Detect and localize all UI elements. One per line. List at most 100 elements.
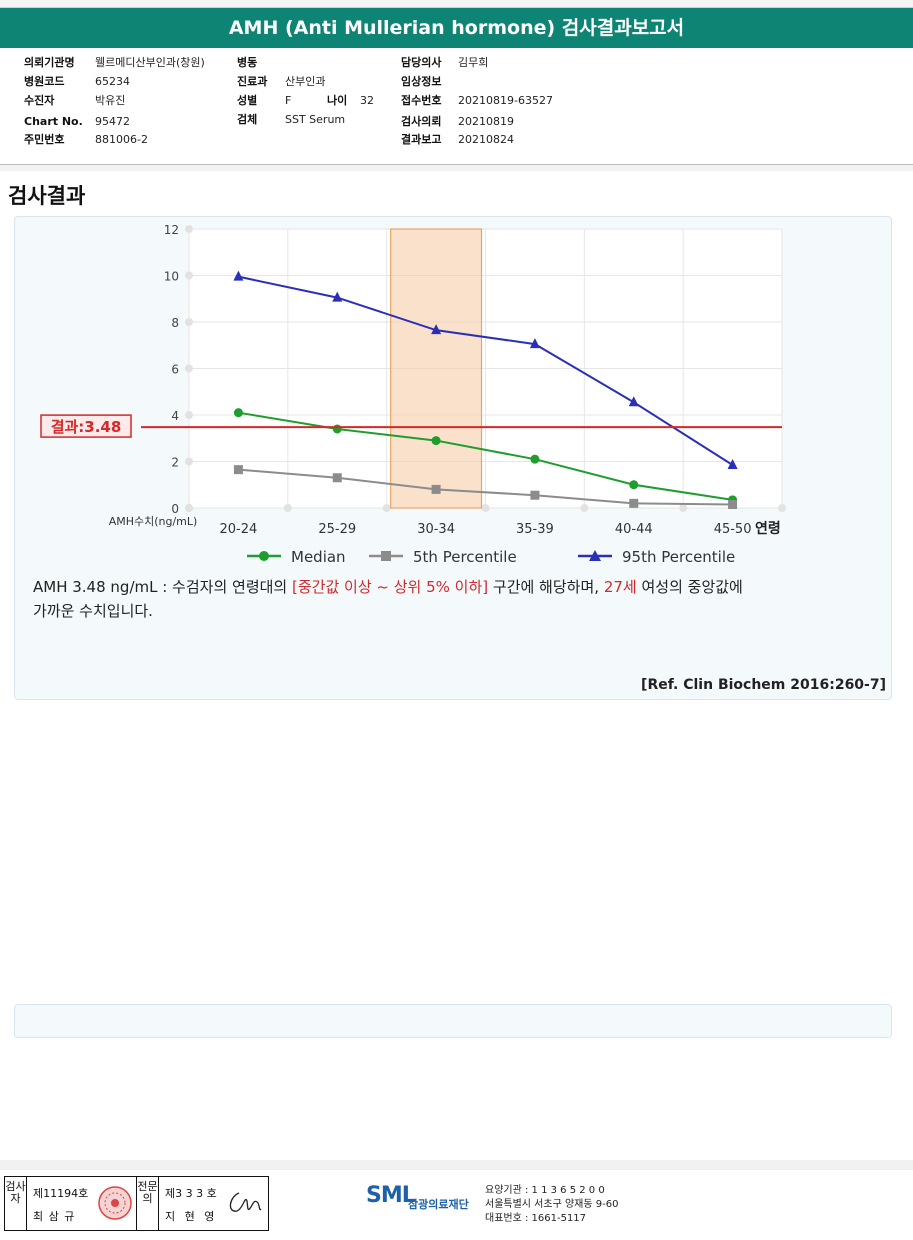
x-tick-label: 40-44: [615, 522, 653, 537]
signature-box: 검사자 제11194호 최 삼 규 전문의 제3 3 3 호 지 현 영: [4, 1176, 269, 1231]
report-title: AMH (Anti Mullerian hormone) 검사결과보고서: [0, 8, 913, 48]
doctor-cell: 제3 3 3 호 지 현 영: [159, 1177, 269, 1230]
series-line-2: [238, 275, 734, 466]
info-label: 접수번호: [401, 94, 442, 107]
info-label: 담당의사: [401, 56, 442, 69]
y-tick-label: 12: [164, 223, 179, 237]
org-code: 요양기관 : 1 1 3 6 5 2 0 0: [485, 1185, 605, 1196]
signature-icon: [229, 1192, 262, 1212]
reference: [Ref. Clin Biochem 2016:260-7]: [641, 677, 886, 693]
y-axis-label: AMH수치(ng/mL): [109, 515, 198, 528]
info-value: 65234: [95, 75, 130, 88]
info-label: 병동: [237, 56, 258, 69]
x-tick-dot: [679, 504, 688, 512]
inspector-cell: 제11194호 최 삼 규: [27, 1177, 137, 1230]
x-tick-label: 20-24: [220, 522, 258, 537]
patient-info: 의뢰기관명 웰르메디산부인과(창원) 병원코드 65234 수진자 박유진 Ch…: [0, 52, 913, 165]
data-point-median: [629, 480, 639, 490]
top-border: [0, 0, 913, 8]
info-value: SST Serum: [285, 113, 346, 126]
y-tick-dot: [185, 457, 193, 466]
data-point-95th: [233, 270, 244, 281]
x-tick-dot: [283, 504, 292, 512]
info-label: 결과보고: [401, 133, 442, 146]
y-tick-label: 8: [171, 316, 179, 330]
age-label: 나이: [327, 94, 348, 107]
amh-chart: 0 2 4 6 8 10 12 결과:3.48 20-24 25-29 30-34 35-39 40-4…: [40, 223, 786, 566]
x-tick-dot: [185, 504, 193, 512]
inspector-vertical-label: 검사자: [5, 1177, 27, 1230]
y-tick-dot: [185, 225, 193, 233]
seal-icon: [98, 1186, 132, 1220]
info-value: 산부인과: [285, 75, 326, 88]
y-tick-dot: [185, 364, 193, 373]
data-point-5th: [629, 498, 639, 508]
org-name: 삼광의료재단: [408, 1198, 469, 1211]
info-value: F: [285, 94, 292, 107]
desc-line2: 가까운 수치입니다.: [33, 602, 153, 620]
section-title: 검사결과: [8, 184, 86, 208]
series-line-1: [238, 468, 733, 506]
result-panel: 0 2 4 6 8 10 12 결과:3.48 20-24 25-29 30-34 35-39 40-4…: [14, 216, 892, 700]
result-label-box: [40, 414, 132, 438]
inspector-name: 최 삼 규: [33, 1210, 76, 1223]
x-tick-label: 25-29: [318, 522, 356, 537]
info-value: 20210819: [458, 115, 514, 128]
section-divider: [0, 165, 913, 171]
desc-range: [중간값 이상 ~ 상위 5% 이하]: [292, 578, 489, 596]
legend-marker-95th: [589, 550, 601, 561]
info-value: 웰르메디산부인과(창원): [95, 56, 205, 69]
y-tick-dot: [185, 411, 193, 419]
doctor-name: 지 현 영: [165, 1210, 218, 1223]
data-point-median: [431, 436, 441, 446]
y-tick-label: 0: [171, 502, 179, 516]
data-point-median: [530, 454, 540, 464]
legend-label: 5th Percentile: [413, 548, 517, 566]
info-label: Chart No.: [24, 115, 83, 128]
x-tick-label: 30-34: [417, 522, 455, 537]
data-point-95th: [529, 338, 540, 349]
info-label: 의뢰기관명: [24, 56, 75, 69]
x-tick-label: 35-39: [516, 522, 554, 537]
data-point-5th: [728, 500, 738, 510]
info-value: 20210824: [458, 133, 514, 146]
doctor-no: 제3 3 3 호: [165, 1187, 217, 1200]
org-info: 요양기관 : 1 1 3 6 5 2 0 0 서울특별시 서초구 양재동 9-6…: [485, 1184, 618, 1226]
desc-middle: 구간에 해당하며,: [488, 578, 604, 596]
x-tick-dot: [778, 504, 786, 512]
info-value: 박유진: [95, 94, 126, 107]
info-value: 김무희: [458, 56, 489, 69]
info-label: 성별: [237, 94, 258, 107]
data-point-5th: [233, 465, 243, 475]
org-phone: 대표번호 : 1661-5117: [485, 1213, 587, 1224]
y-tick-dot: [185, 271, 193, 280]
info-label: 임상정보: [401, 75, 442, 88]
org-address: 서울특별시 서초구 양재동 9-60: [485, 1199, 619, 1210]
sml-logo: SML: [366, 1183, 416, 1208]
desc-age: 27세: [603, 578, 637, 596]
comment-box: [14, 1004, 892, 1038]
data-point-95th: [332, 291, 343, 302]
footer-divider: [0, 1160, 913, 1170]
info-label: 주민번호: [24, 133, 65, 146]
result-description: AMH 3.48 ng/mL : 수검자의 연령대의 [중간값 이상 ~ 상위 …: [33, 575, 893, 623]
x-tick-label: 45-50: [714, 522, 752, 537]
info-label: 수진자: [24, 94, 55, 107]
info-value: 95472: [95, 115, 130, 128]
desc-prefix: AMH 3.48 ng/mL : 수검자의 연령대의: [33, 578, 292, 596]
age-value: 32: [360, 94, 374, 107]
y-tick-label: 6: [171, 363, 179, 377]
result-label: 결과:3.48: [51, 418, 122, 436]
data-point-5th: [530, 490, 540, 500]
data-point-median: [332, 424, 342, 434]
legend-label: Median: [291, 548, 346, 566]
specialist-vertical-label: 전문의: [137, 1177, 159, 1230]
data-point-95th: [727, 458, 738, 469]
data-point-5th: [431, 484, 441, 494]
legend-marker-5th: [381, 551, 391, 561]
y-tick-label: 10: [164, 270, 179, 284]
info-label: 병원코드: [24, 75, 65, 88]
x-tick-dot: [580, 504, 589, 512]
data-point-median: [233, 408, 243, 418]
data-point-95th: [628, 396, 639, 407]
